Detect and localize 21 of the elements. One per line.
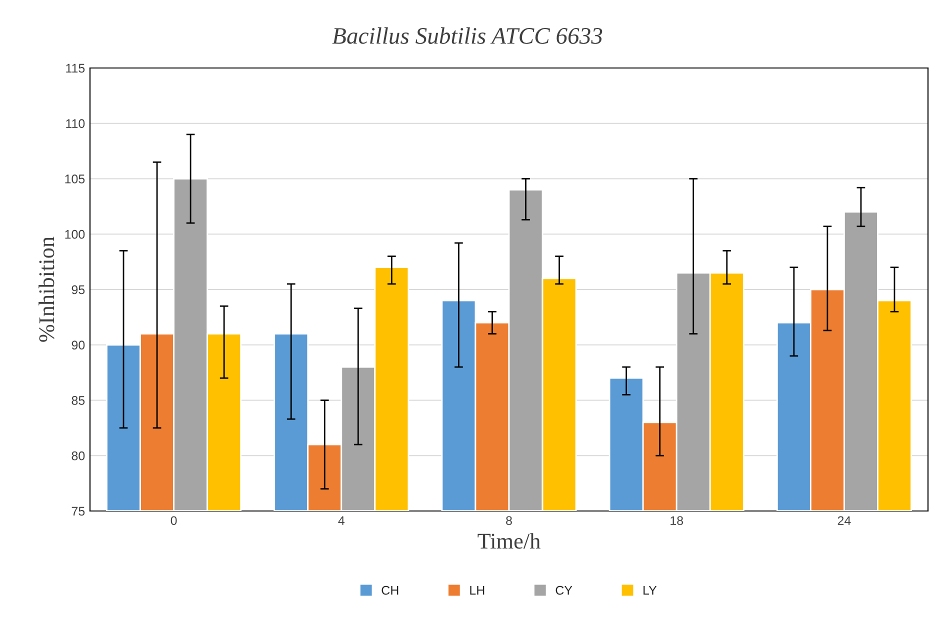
y-tick-label: 90 <box>72 340 85 350</box>
legend-label: CY <box>556 586 572 595</box>
chart-title: Bacillus Subtilis ATCC 6633 <box>332 27 602 44</box>
y-tick-label: 75 <box>72 506 85 516</box>
x-tick-label: 18 <box>670 516 684 526</box>
legend-label: LY <box>644 586 657 595</box>
y-tick-label: 110 <box>66 119 85 128</box>
y-tick-label: 100 <box>65 230 85 239</box>
y-axis-title: %Inhibition <box>38 236 54 342</box>
legend-label: LH <box>470 586 484 595</box>
y-tick-label: 80 <box>72 451 85 460</box>
x-axis-title: Time/h <box>478 533 540 549</box>
x-tick-label: 0 <box>170 516 177 526</box>
y-tick-label: 115 <box>66 64 85 73</box>
y-tick-label: 85 <box>72 396 85 405</box>
legend-label: CH <box>382 586 398 595</box>
x-tick-label: 4 <box>338 516 345 525</box>
x-tick-label: 24 <box>838 516 851 525</box>
y-tick-label: 95 <box>72 285 85 294</box>
y-tick-label: 105 <box>65 174 85 184</box>
x-tick-label: 8 <box>506 516 512 526</box>
